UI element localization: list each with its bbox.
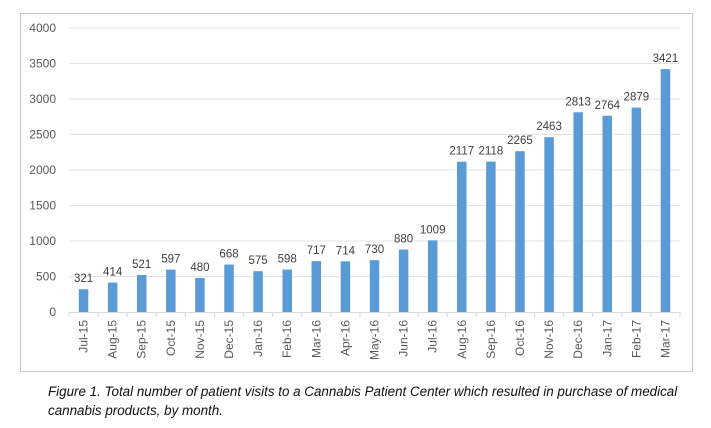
data-label: 668	[219, 249, 238, 261]
x-tick-label: May-16	[368, 320, 382, 360]
bar	[398, 249, 409, 312]
bar	[631, 107, 642, 312]
y-tick-label: 0	[49, 305, 56, 319]
data-label: 597	[161, 254, 180, 266]
bars	[78, 69, 671, 312]
data-label: 2117	[449, 146, 474, 158]
data-label: 2813	[565, 96, 591, 108]
bar	[282, 269, 292, 312]
bar	[107, 282, 118, 312]
bar	[340, 261, 351, 312]
x-tick-label: Feb-17	[629, 320, 643, 358]
chart-frame	[20, 13, 693, 372]
data-label: 521	[132, 259, 151, 271]
x-tick-label: Mar-16	[309, 320, 323, 358]
bar	[78, 289, 89, 312]
x-tick-label: Jan-17	[600, 320, 614, 357]
data-label: 2879	[624, 92, 650, 104]
x-tick-label: Aug-15	[106, 320, 120, 359]
x-tick-label: Oct-15	[164, 320, 178, 356]
data-label: 480	[190, 262, 209, 274]
x-tick-label: Sep-15	[135, 320, 149, 359]
bar	[427, 240, 438, 312]
bar	[253, 271, 263, 312]
x-tick-label: Apr-16	[338, 320, 352, 356]
y-tick-label: 4000	[29, 21, 56, 35]
bar	[136, 275, 147, 312]
x-tick-label: Jul-15	[77, 320, 91, 353]
y-tick-label: 2500	[29, 128, 56, 142]
bar	[544, 137, 554, 312]
bar	[195, 277, 205, 312]
bar	[660, 69, 671, 312]
data-label: 3421	[653, 53, 679, 65]
bar	[311, 261, 322, 312]
data-label: 598	[278, 254, 297, 266]
data-label: 714	[336, 245, 356, 257]
data-label: 2265	[507, 135, 533, 147]
x-axis-ticks: Jul-15 Aug-15 Sep-15 Oct-15 Nov-15 Dec-15 Jan-…	[77, 320, 673, 360]
data-labels: 321 414 521 597 480 668 575 598 717 714 730 880 1009…	[74, 53, 678, 285]
y-tick-label: 1000	[29, 234, 56, 248]
data-label: 880	[394, 234, 413, 246]
x-axis	[68, 312, 681, 317]
x-tick-label: Aug-16	[455, 320, 469, 359]
y-tick-label: 1500	[29, 199, 56, 213]
bar	[369, 260, 380, 312]
figure-caption: Figure 1. Total number of patient visits…	[48, 384, 678, 418]
bar	[486, 161, 496, 312]
x-tick-label: Nov-15	[193, 320, 207, 359]
y-axis-ticks: 0 500 1000 1500 2000 2500 3000 3500 4000	[29, 21, 56, 319]
x-tick-label: Nov-16	[542, 320, 556, 359]
data-label: 414	[103, 267, 123, 279]
bar	[457, 161, 467, 312]
y-tick-label: 2000	[29, 163, 56, 177]
data-label: 575	[249, 255, 268, 267]
data-label: 717	[307, 245, 326, 257]
y-tick-label: 500	[36, 270, 56, 284]
bar-chart: 0 500 1000 1500 2000 2500 3000 3500 4000 321 414 5…	[29, 21, 681, 360]
data-label: 2463	[536, 121, 562, 133]
x-tick-label: Jan-16	[251, 320, 265, 357]
x-tick-label: Feb-16	[280, 320, 294, 358]
data-label: 2118	[479, 146, 504, 158]
y-tick-label: 3000	[29, 92, 56, 106]
bar	[166, 269, 176, 312]
bar	[515, 151, 525, 312]
bar	[573, 112, 583, 312]
gridlines	[69, 27, 680, 277]
x-tick-label: Oct-16	[513, 320, 527, 356]
data-label: 730	[365, 244, 384, 256]
x-tick-label: Jun-16	[397, 320, 411, 357]
x-tick-label: Dec-15	[222, 320, 236, 359]
x-tick-label: Jul-16	[426, 320, 440, 353]
x-tick-label: Sep-16	[484, 320, 498, 359]
y-tick-label: 3500	[29, 57, 56, 71]
data-label: 1009	[420, 224, 446, 236]
data-label: 2764	[594, 100, 620, 112]
bar	[602, 115, 613, 312]
data-label: 321	[74, 273, 93, 285]
bar	[224, 264, 234, 312]
x-tick-label: Mar-17	[658, 320, 672, 358]
x-tick-label: Dec-16	[571, 320, 585, 359]
